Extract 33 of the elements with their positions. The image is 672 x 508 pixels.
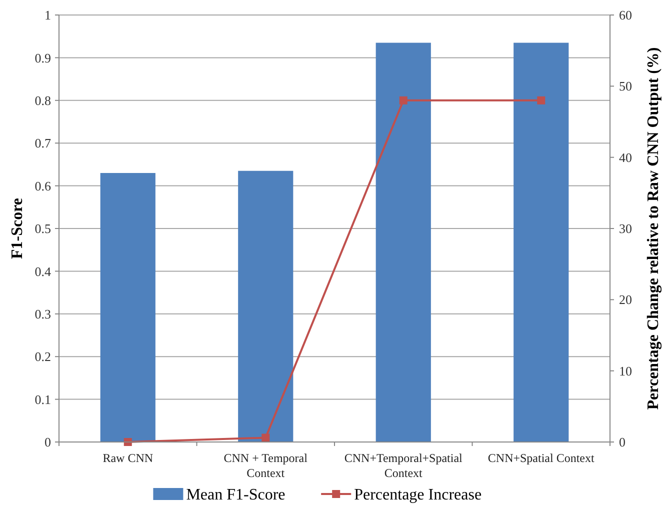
y-axis-title: F1-Score <box>9 198 26 260</box>
y-tick-label: 0.9 <box>34 50 51 66</box>
y2-axis-title: Percentage Change relative to Raw CNN Output (%) <box>645 47 662 410</box>
bar <box>376 42 431 442</box>
y2-tick-label: 20 <box>619 292 632 308</box>
x-tick-label: CNN+Temporal+Spatial Context <box>344 451 464 480</box>
x-tick-label: CNN + Temporal Context <box>224 451 308 480</box>
bar <box>238 170 294 442</box>
y2-tick-label: 50 <box>619 78 632 94</box>
y-tick-label: 0.6 <box>34 178 52 194</box>
y2-tick-label: 0 <box>619 434 626 450</box>
y-tick-label: 0.1 <box>34 392 51 407</box>
bar <box>514 42 569 442</box>
y2-tick-label: 60 <box>619 8 632 23</box>
y2-tick-label: 40 <box>619 150 632 165</box>
y-tick-label: 0 <box>44 434 51 450</box>
y-tick-label: 0.5 <box>34 221 51 236</box>
y-tick-label: 0.3 <box>34 306 51 322</box>
y2-tick-label: 30 <box>619 221 632 236</box>
x-tick-label: CNN+Spatial Context <box>488 451 595 465</box>
y-tick-label: 1 <box>44 8 51 23</box>
point <box>537 96 546 104</box>
point <box>262 434 270 442</box>
x-tick-label: Raw CNN <box>102 451 154 465</box>
y-tick-label: 0.4 <box>34 264 52 279</box>
point <box>399 96 408 104</box>
legend-label: Percentage Increase <box>354 486 482 504</box>
bar <box>100 172 156 442</box>
legend-label: Mean F1-Score <box>186 486 286 504</box>
y2-tick-label: 10 <box>619 363 632 378</box>
y-tick-label: 0.7 <box>34 136 52 151</box>
y-tick-label: 0.2 <box>34 349 51 364</box>
y-tick-label: 0.8 <box>34 92 51 108</box>
